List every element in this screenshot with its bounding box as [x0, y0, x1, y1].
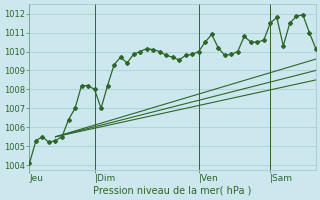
- X-axis label: Pression niveau de la mer( hPa ): Pression niveau de la mer( hPa ): [93, 186, 252, 196]
